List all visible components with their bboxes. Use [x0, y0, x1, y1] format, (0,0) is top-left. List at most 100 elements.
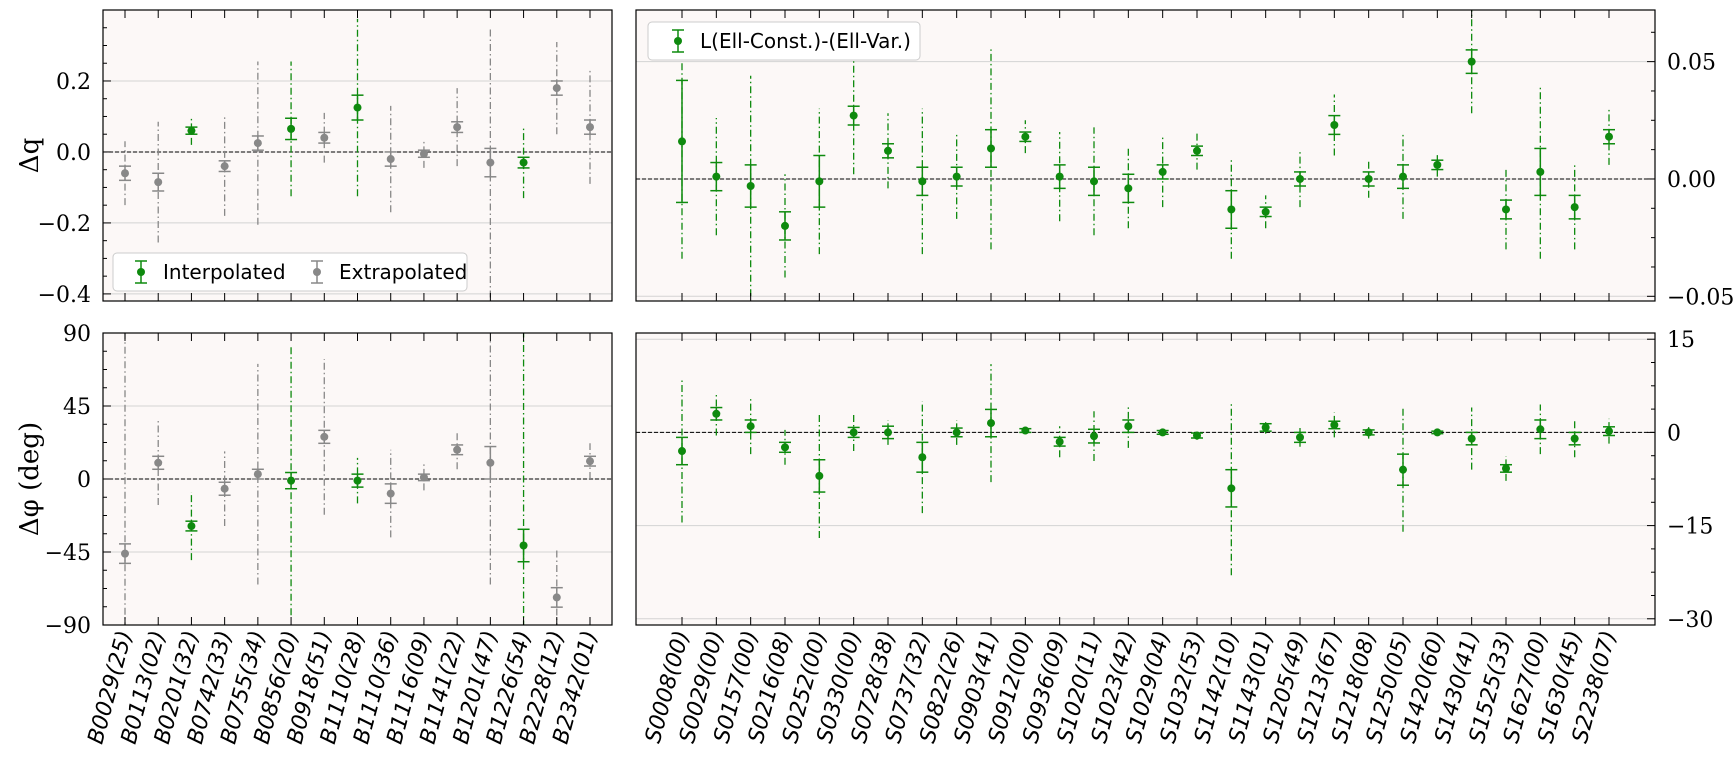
data-point-S1430(41) [1465, 407, 1478, 470]
marker [154, 458, 163, 467]
marker [1502, 464, 1510, 473]
marker [253, 470, 262, 479]
marker [1021, 132, 1030, 141]
data-point-S0252(00) [813, 413, 826, 539]
data-point-S1218(08) [1362, 426, 1375, 439]
data-point-B1226(54) [517, 333, 530, 625]
marker [220, 484, 229, 493]
marker [519, 158, 528, 167]
marker [586, 457, 594, 466]
y-tick-label: 45 [63, 395, 91, 420]
marker [121, 169, 129, 178]
marker [1296, 433, 1304, 442]
data-point-S1627(00) [1534, 85, 1547, 259]
data-point-B0742(33) [218, 451, 231, 527]
legend-box [112, 252, 468, 292]
data-point-S1020(11) [1088, 411, 1100, 461]
marker [849, 111, 858, 120]
legend-marker [313, 268, 321, 276]
legend-marker [674, 37, 682, 45]
data-points [119, 333, 596, 625]
marker [1364, 428, 1373, 437]
marker [1124, 184, 1133, 193]
marker [918, 177, 927, 186]
data-point-S0912(00) [1019, 120, 1032, 154]
panel-delta-q-left: −0.4 −0.2 0.0 0.2 Δq Interpolated Extrapolated [15, 9, 613, 308]
marker [746, 182, 755, 191]
panel-delta-q-right: −0.05 0.00 0.05 L(Ell-Const.)-(Ell-Var.) [635, 9, 1733, 310]
data-point-S0008(00) [676, 379, 688, 523]
data-point-B1116(09) [417, 139, 430, 168]
data-points [676, 364, 1615, 576]
data-point-S0903(41) [985, 364, 997, 483]
data-point-B1201(47) [484, 341, 497, 585]
marker [987, 144, 995, 153]
data-point-S1630(45) [1568, 164, 1581, 250]
panel-delta-phi-right: −30−15015S0008(00)S0029(00)S0157(00)S021… [635, 328, 1713, 746]
data-point-S1250(05) [1397, 134, 1409, 219]
data-point-B2342(01) [584, 70, 596, 184]
marker [1467, 57, 1476, 66]
marker [1193, 146, 1201, 155]
marker [1090, 432, 1098, 441]
data-point-S2238(07) [1603, 418, 1615, 444]
data-point-B1226(54) [517, 127, 530, 199]
marker [1364, 174, 1373, 183]
marker [187, 126, 196, 135]
legend-box [647, 21, 921, 61]
marker [220, 162, 229, 171]
y-tick-label: −15 [1667, 515, 1713, 540]
data-point-B1201(47) [484, 27, 497, 298]
marker [987, 419, 995, 428]
data-point-S1430(41) [1465, 10, 1478, 114]
marker [1158, 167, 1167, 176]
marker [1227, 484, 1236, 493]
marker [1605, 427, 1613, 436]
marker [1399, 172, 1407, 181]
data-point-S1023(42) [1122, 404, 1135, 448]
data-point-S1023(42) [1122, 148, 1135, 229]
marker [1227, 205, 1236, 214]
marker [849, 428, 858, 437]
marker [1021, 426, 1030, 435]
marker [154, 178, 163, 187]
marker [746, 422, 755, 431]
data-point-B0742(33) [218, 116, 231, 216]
marker [1055, 172, 1064, 181]
marker [1433, 160, 1442, 169]
marker [253, 139, 262, 148]
data-point-S1142(10) [1225, 160, 1238, 259]
marker [952, 428, 961, 437]
data-point-B0918(51) [318, 358, 331, 515]
marker [1296, 174, 1304, 183]
plot-frame [635, 9, 1656, 302]
data-point-S1143(01) [1259, 421, 1272, 434]
plot-area [636, 333, 1655, 625]
marker [1502, 205, 1510, 214]
data-point-S1020(11) [1088, 127, 1100, 236]
data-point-S0822(26) [950, 134, 963, 219]
data-point-B0113(02) [152, 121, 165, 243]
y-tick-label: −30 [1667, 608, 1713, 633]
y-tick-label: 0.05 [1667, 51, 1716, 76]
marker [1570, 434, 1579, 443]
data-point-S0822(26) [950, 419, 963, 445]
marker [1158, 428, 1167, 437]
data-point-S0330(00) [847, 413, 860, 452]
marker [552, 593, 561, 602]
marker [1536, 167, 1545, 176]
data-point-S0216(08) [779, 429, 791, 465]
data-point-S1032(53) [1191, 431, 1203, 440]
marker [1570, 203, 1579, 212]
data-point-S1420(60) [1431, 153, 1444, 177]
marker [1467, 434, 1476, 443]
data-point-S0008(00) [676, 24, 688, 259]
panel-delta-phi-left: −90−4504590B0029(25)B0113(02)B0201(32)B0… [15, 322, 613, 747]
y-axis-title: Δφ (deg) [15, 422, 45, 536]
marker [486, 458, 495, 467]
legend-label: Extrapolated [339, 260, 467, 284]
data-point-B2228(12) [550, 41, 563, 135]
legend-label: L(Ell-Const.)-(Ell-Var.) [700, 29, 911, 53]
marker [519, 541, 528, 550]
